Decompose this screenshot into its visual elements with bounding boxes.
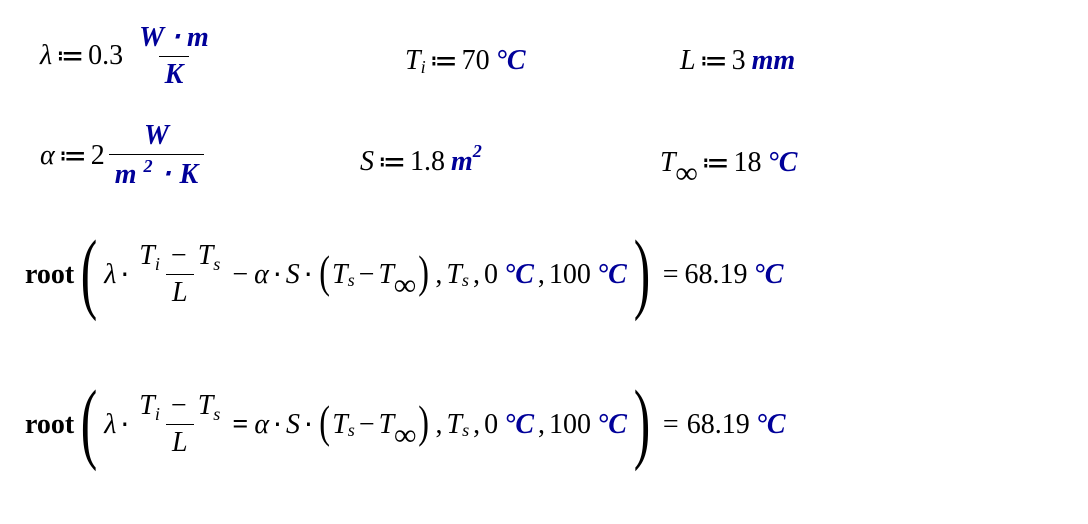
assign-alpha: α ≔ 2 W m 2 ⋅ K	[40, 120, 204, 191]
lparen-icon: (	[81, 239, 97, 307]
assign-s: S ≔ 1.8 m 2	[360, 145, 482, 179]
rparen-icon: )	[418, 404, 429, 441]
assign-tinf: T ∞ ≔ 18 °C	[660, 145, 797, 180]
op-assign: ≔	[52, 39, 88, 73]
root-expr-1: root ( λ ⋅ Ti − Ts L − α ⋅ S ⋅ ( Ts − T∞…	[25, 240, 783, 309]
val-lambda: 0.3	[88, 40, 123, 72]
root-expr-2: root ( λ ⋅ Ti − Ts L = α ⋅ S ⋅ ( Ts − T∞…	[25, 390, 786, 459]
rparen-icon: )	[418, 254, 429, 291]
frac-ti-ts-over-l: Ti − Ts L	[133, 390, 226, 459]
lparen-icon: (	[319, 404, 330, 441]
frac-ti-ts-over-l: Ti − Ts L	[133, 240, 226, 309]
assign-lambda: λ ≔ 0.3 W ⋅ m K	[40, 20, 215, 91]
rparen-icon: )	[634, 389, 650, 457]
lparen-icon: (	[81, 389, 97, 457]
lparen-icon: (	[319, 254, 330, 291]
rparen-icon: )	[633, 239, 649, 307]
assign-ti: T i ≔ 70 °C	[405, 44, 526, 78]
unit-alpha-frac: W m 2 ⋅ K	[109, 120, 204, 191]
assign-l: L ≔ 3 mm	[680, 44, 795, 78]
var-lambda: λ	[40, 40, 52, 72]
unit-lambda-frac: W ⋅ m K	[133, 20, 215, 91]
